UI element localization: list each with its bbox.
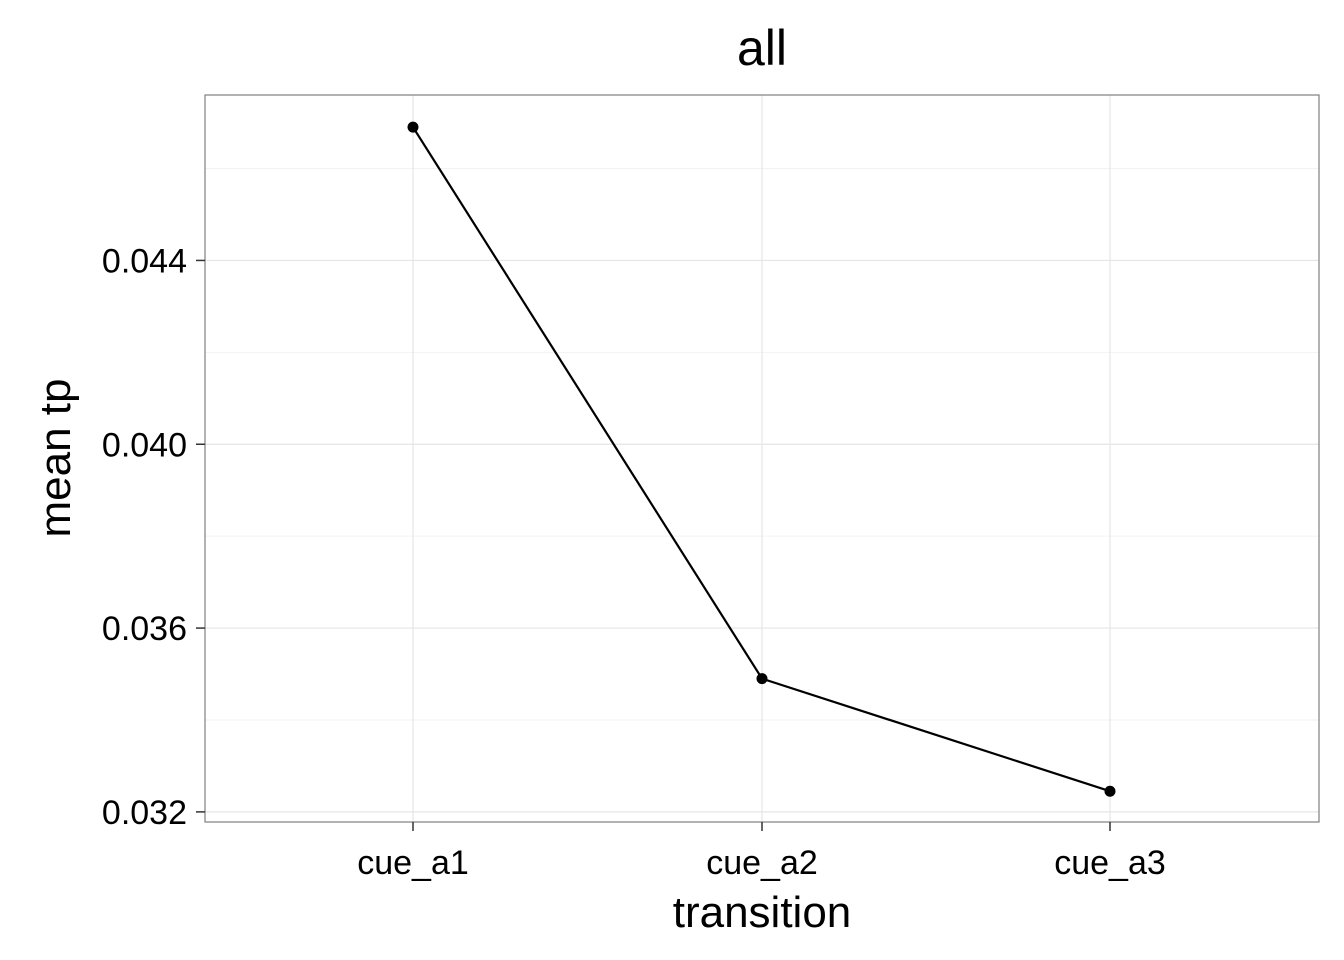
- x-tick-label: cue_a3: [1054, 844, 1166, 882]
- chart-title: all: [737, 20, 787, 76]
- y-tick-label: 0.040: [102, 426, 187, 464]
- data-point: [1104, 785, 1116, 797]
- y-axis: 0.032 0.036 0.040 0.044: [102, 242, 205, 832]
- x-tick-label: cue_a1: [357, 844, 469, 882]
- x-axis: cue_a1 cue_a2 cue_a3: [357, 822, 1166, 882]
- data-series: [407, 121, 1116, 797]
- x-tick-label: cue_a2: [706, 844, 818, 882]
- y-tick-label: 0.036: [102, 610, 187, 648]
- data-point: [407, 121, 419, 133]
- y-tick-label: 0.044: [102, 242, 187, 280]
- major-grid: [205, 95, 1319, 822]
- x-axis-label: transition: [673, 888, 852, 937]
- data-point: [756, 673, 768, 685]
- y-axis-label: mean tp: [31, 379, 80, 538]
- y-tick-label: 0.032: [102, 794, 187, 832]
